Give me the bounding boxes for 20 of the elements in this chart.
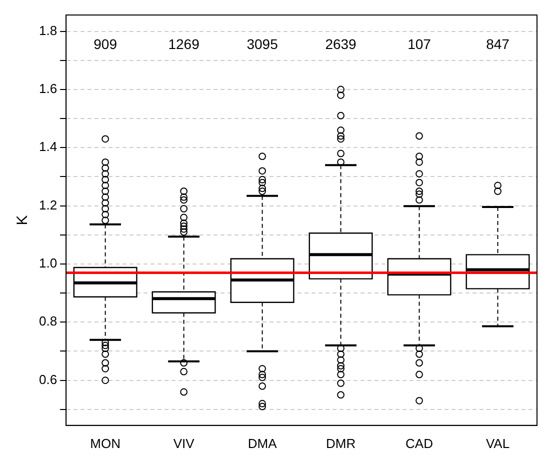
annotation: 3095 bbox=[246, 36, 278, 52]
x-tick-label: VIV bbox=[173, 436, 195, 451]
y-tick-label: 1.2 bbox=[38, 197, 58, 212]
y-tick-label: 1.0 bbox=[38, 256, 58, 271]
x-tick-label: MON bbox=[90, 436, 120, 451]
x-tick-label: CAD bbox=[406, 436, 433, 451]
annotation: 2639 bbox=[325, 36, 357, 52]
y-axis-title: K bbox=[14, 215, 32, 226]
y-tick-label: 1.4 bbox=[38, 139, 58, 154]
x-tick-label: VAL bbox=[486, 436, 510, 451]
annotation: 909 bbox=[94, 36, 118, 52]
annotation: 847 bbox=[486, 36, 510, 52]
x-tick-label: DMA bbox=[248, 436, 278, 451]
y-tick-label: 0.6 bbox=[38, 372, 58, 387]
x-tick-label: DMR bbox=[326, 436, 356, 451]
annotation: 107 bbox=[408, 36, 432, 52]
y-tick-label: 0.8 bbox=[38, 314, 58, 329]
y-tick-label: 1.8 bbox=[38, 22, 58, 38]
y-tick-label: 1.6 bbox=[38, 81, 58, 96]
annotation: 1269 bbox=[168, 36, 200, 52]
